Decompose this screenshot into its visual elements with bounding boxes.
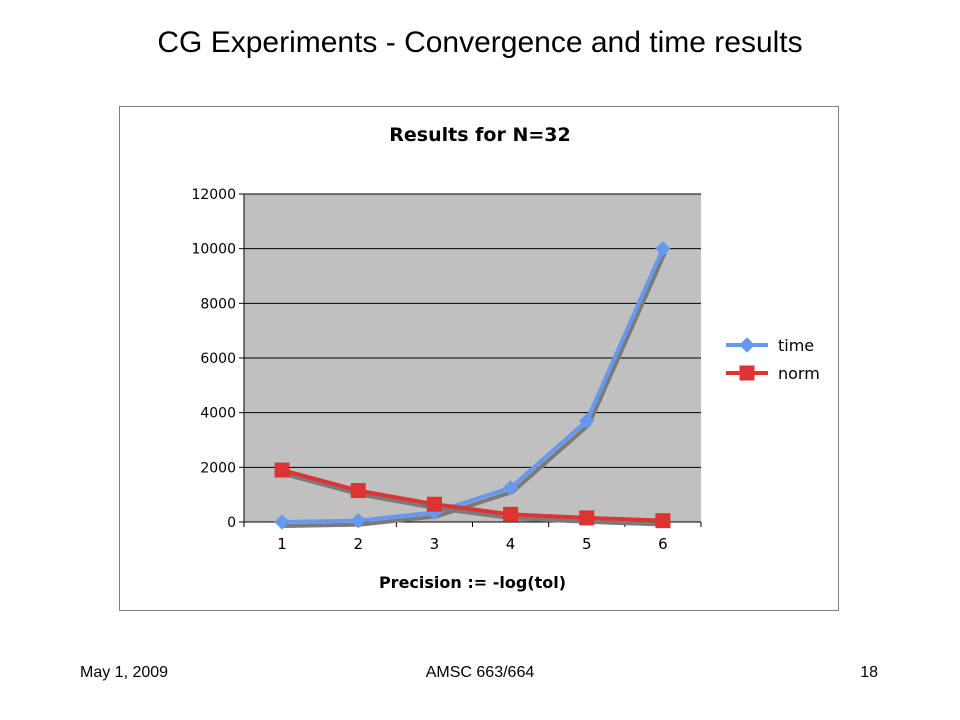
- x-tick-label: 4: [506, 535, 516, 553]
- series-norm-point: [350, 483, 366, 499]
- x-tick-label: 6: [658, 535, 668, 553]
- series-norm-point: [655, 513, 671, 529]
- x-tick-label: 3: [430, 535, 440, 553]
- legend-norm-marker: [739, 365, 755, 381]
- y-tick-label: 0: [227, 515, 236, 531]
- series-time-point: [655, 240, 671, 257]
- series-norm-point: [503, 506, 519, 522]
- x-tick-label: 5: [582, 535, 592, 553]
- chart: Results for N=32020004000600080001000012…: [191, 124, 820, 592]
- y-tick-label: 8000: [200, 296, 236, 312]
- series-norm-point: [426, 496, 442, 512]
- series-norm-point: [274, 462, 290, 478]
- chart-title: Results for N=32: [389, 124, 570, 146]
- legend-time-label: time: [778, 336, 814, 355]
- chart-frame: Results for N=32 0 2000 4000 6000 8000 10000 12…: [119, 106, 839, 611]
- slide-title: CG Experiments - Convergence and time re…: [157, 26, 803, 59]
- series-time-point: [502, 480, 519, 496]
- y-tick-label: 12000: [191, 187, 236, 203]
- y-tick-label: 4000: [200, 406, 236, 422]
- series-norm-point: [579, 510, 595, 526]
- x-tick-label: 2: [353, 535, 363, 553]
- series-time-point: [274, 514, 290, 530]
- series-time-point: [350, 512, 366, 529]
- footer-course: AMSC 663/664: [425, 664, 535, 681]
- y-tick-label: 2000: [200, 460, 236, 476]
- series-norm-shadow: [283, 472, 665, 527]
- legend-time-marker: [739, 337, 755, 353]
- x-axis-label: Precision := -log(tol): [379, 573, 566, 592]
- legend-norm-label: norm: [778, 364, 820, 383]
- series-time-point: [579, 413, 595, 429]
- x-tick-label: 1: [277, 535, 287, 553]
- footer-date: May 1, 2009: [80, 664, 169, 681]
- y-tick-label: 10000: [191, 242, 236, 258]
- page-number: 18: [860, 664, 878, 681]
- y-tick-label: 6000: [200, 351, 236, 367]
- series-norm-line: [281, 468, 663, 523]
- series-time-line: [282, 247, 665, 524]
- series-time-shadow: [284, 251, 667, 528]
